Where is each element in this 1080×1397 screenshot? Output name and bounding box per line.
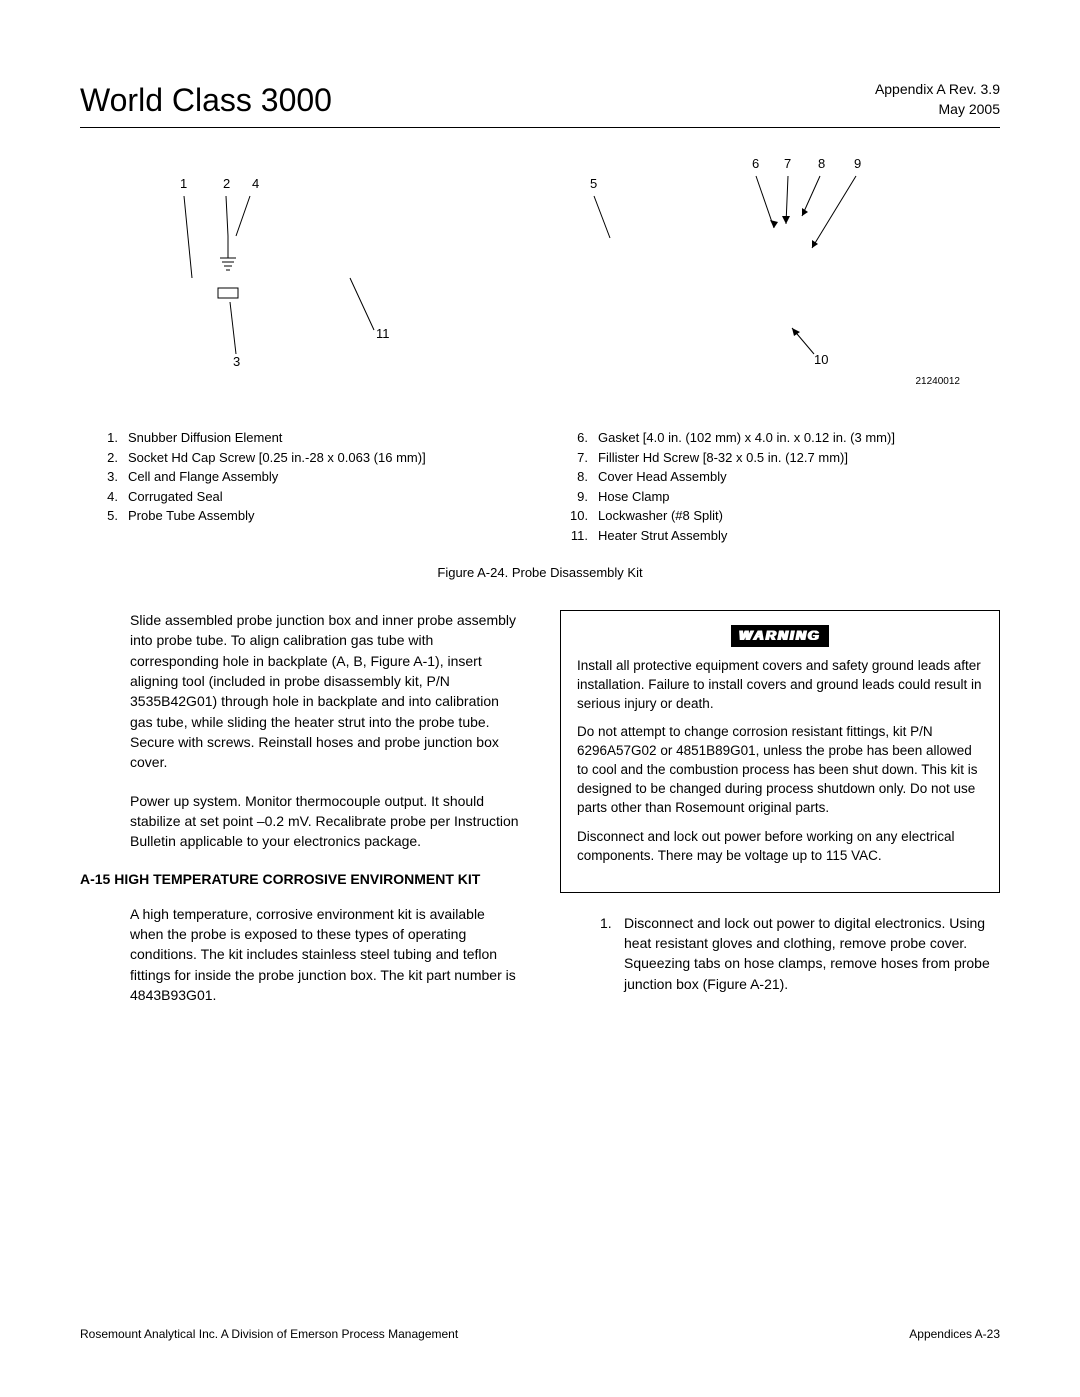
step-1: 1. Disconnect and lock out power to digi… [600,913,1000,994]
parts-item-text: Socket Hd Cap Screw [0.25 in.-28 x 0.063… [128,448,426,468]
callout-3: 3 [233,354,240,369]
callout-2: 2 [223,176,230,191]
parts-left: 1.Snubber Diffusion Element2.Socket Hd C… [100,428,530,545]
footer-right: Appendices A-23 [909,1327,1000,1341]
parts-item: 11.Heater Strut Assembly [570,526,1000,546]
parts-item-num: 11. [570,526,598,546]
step-1-text: Disconnect and lock out power to digital… [624,913,1000,994]
warning-label: WARNING [577,625,983,647]
parts-item-text: Lockwasher (#8 Split) [598,506,723,526]
parts-item: 8.Cover Head Assembly [570,467,1000,487]
parts-item-text: Snubber Diffusion Element [128,428,282,448]
callout-7: 7 [784,158,791,171]
warning-badge: WARNING [731,625,829,647]
appendix-rev: Appendix A Rev. 3.9 [875,80,1000,100]
parts-item-num: 3. [100,467,128,487]
callout-5: 5 [590,176,597,191]
parts-item-num: 4. [100,487,128,507]
parts-item-text: Hose Clamp [598,487,670,507]
step-list: 1. Disconnect and lock out power to digi… [600,913,1000,994]
parts-item: 2.Socket Hd Cap Screw [0.25 in.-28 x 0.0… [100,448,530,468]
parts-item-text: Cell and Flange Assembly [128,467,278,487]
callout-1: 1 [180,176,187,191]
section-a15-heading: A-15 HIGH TEMPERATURE CORROSIVE ENVIRONM… [80,869,520,889]
footer-left: Rosemount Analytical Inc. A Division of … [80,1327,458,1341]
parts-item: 1.Snubber Diffusion Element [100,428,530,448]
callout-4: 4 [252,176,259,191]
parts-item: 3.Cell and Flange Assembly [100,467,530,487]
parts-item-num: 6. [570,428,598,448]
parts-item-num: 5. [100,506,128,526]
left-column: Slide assembled probe junction box and i… [80,610,520,1023]
para-kit: A high temperature, corrosive environmen… [130,904,520,1005]
warning-p1: Install all protective equipment covers … [577,657,983,714]
callout-11: 11 [376,326,390,341]
body-columns: Slide assembled probe junction box and i… [80,610,1000,1023]
parts-item-num: 7. [570,448,598,468]
parts-item-text: Heater Strut Assembly [598,526,727,546]
warning-p3: Disconnect and lock out power before wor… [577,828,983,866]
drawing-id: 21240012 [916,376,961,387]
warning-p2: Do not attempt to change corrosion resis… [577,723,983,817]
para-slide: Slide assembled probe junction box and i… [130,610,520,772]
parts-item: 4.Corrugated Seal [100,487,530,507]
page-header: World Class 3000 Appendix A Rev. 3.9 May… [80,80,1000,128]
warning-box: WARNING Install all protective equipment… [560,610,1000,893]
page-footer: Rosemount Analytical Inc. A Division of … [80,1327,1000,1341]
figure-caption: Figure A-24. Probe Disassembly Kit [80,565,1000,580]
parts-item-num: 1. [100,428,128,448]
para-powerup: Power up system. Monitor thermocouple ou… [130,791,520,852]
parts-item-text: Gasket [4.0 in. (102 mm) x 4.0 in. x 0.1… [598,428,895,448]
parts-lists: 1.Snubber Diffusion Element2.Socket Hd C… [80,428,1000,545]
doc-meta: Appendix A Rev. 3.9 May 2005 [875,80,1000,119]
callout-10: 10 [814,352,828,367]
parts-item: 6.Gasket [4.0 in. (102 mm) x 4.0 in. x 0… [570,428,1000,448]
parts-item: 10.Lockwasher (#8 Split) [570,506,1000,526]
parts-item-num: 10. [570,506,598,526]
parts-item: 5.Probe Tube Assembly [100,506,530,526]
parts-item-text: Cover Head Assembly [598,467,727,487]
callout-6: 6 [752,158,759,171]
callout-9: 9 [854,158,861,171]
parts-item-text: Corrugated Seal [128,487,223,507]
parts-item-text: Probe Tube Assembly [128,506,254,526]
callout-8: 8 [818,158,825,171]
parts-item: 9.Hose Clamp [570,487,1000,507]
parts-item: 7.Fillister Hd Screw [8-32 x 0.5 in. (12… [570,448,1000,468]
doc-title: World Class 3000 [80,82,332,119]
exploded-diagram: 1 2 4 3 11 5 6 7 8 9 10 212400 [80,158,1000,418]
parts-item-text: Fillister Hd Screw [8-32 x 0.5 in. (12.7… [598,448,848,468]
step-1-num: 1. [600,913,624,994]
parts-right: 6.Gasket [4.0 in. (102 mm) x 4.0 in. x 0… [570,428,1000,545]
parts-item-num: 8. [570,467,598,487]
doc-date: May 2005 [875,100,1000,120]
parts-item-num: 9. [570,487,598,507]
parts-item-num: 2. [100,448,128,468]
right-column: WARNING Install all protective equipment… [560,610,1000,1023]
